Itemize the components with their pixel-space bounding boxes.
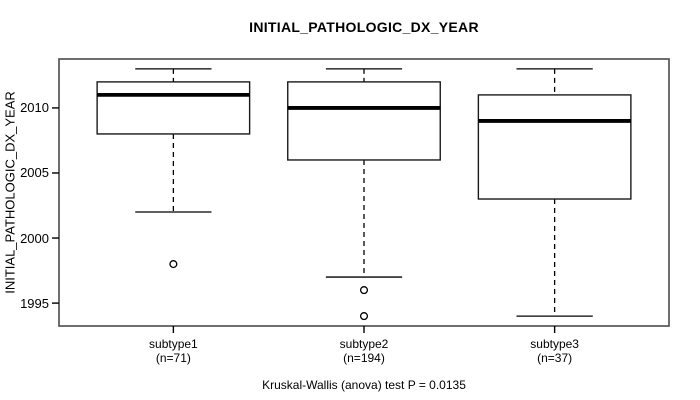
group-n-label: (n=37) bbox=[537, 350, 573, 365]
box-rect-subtype1 bbox=[96, 81, 251, 135]
box-rect-subtype2 bbox=[287, 81, 441, 161]
chart-title: INITIAL_PATHOLOGIC_DX_YEAR bbox=[249, 19, 479, 35]
y-tick-label: 1995 bbox=[20, 295, 49, 311]
stats-caption: Kruskal-Wallis (anova) test P = 0.0135 bbox=[262, 378, 466, 392]
group-label: subtype1 bbox=[149, 337, 198, 351]
y-tick-label: 2000 bbox=[20, 230, 49, 246]
group-label-block: subtype1 (n=71) bbox=[103, 337, 243, 365]
y-tick-label: 2005 bbox=[20, 165, 49, 181]
group-n-label: (n=194) bbox=[343, 350, 385, 365]
group-label: subtype3 bbox=[530, 337, 579, 351]
group-label-block: subtype2 (n=194) bbox=[294, 337, 434, 365]
group-label: subtype2 bbox=[339, 337, 389, 351]
outlier-point bbox=[359, 312, 369, 321]
group-label-block: subtype3 (n=37) bbox=[485, 337, 625, 365]
y-tick-label: 2010 bbox=[20, 100, 49, 116]
outlier-point bbox=[359, 286, 369, 295]
group-n-label: (n=71) bbox=[155, 350, 191, 365]
outlier-point bbox=[169, 260, 178, 269]
box-rect-subtype3 bbox=[477, 94, 632, 200]
